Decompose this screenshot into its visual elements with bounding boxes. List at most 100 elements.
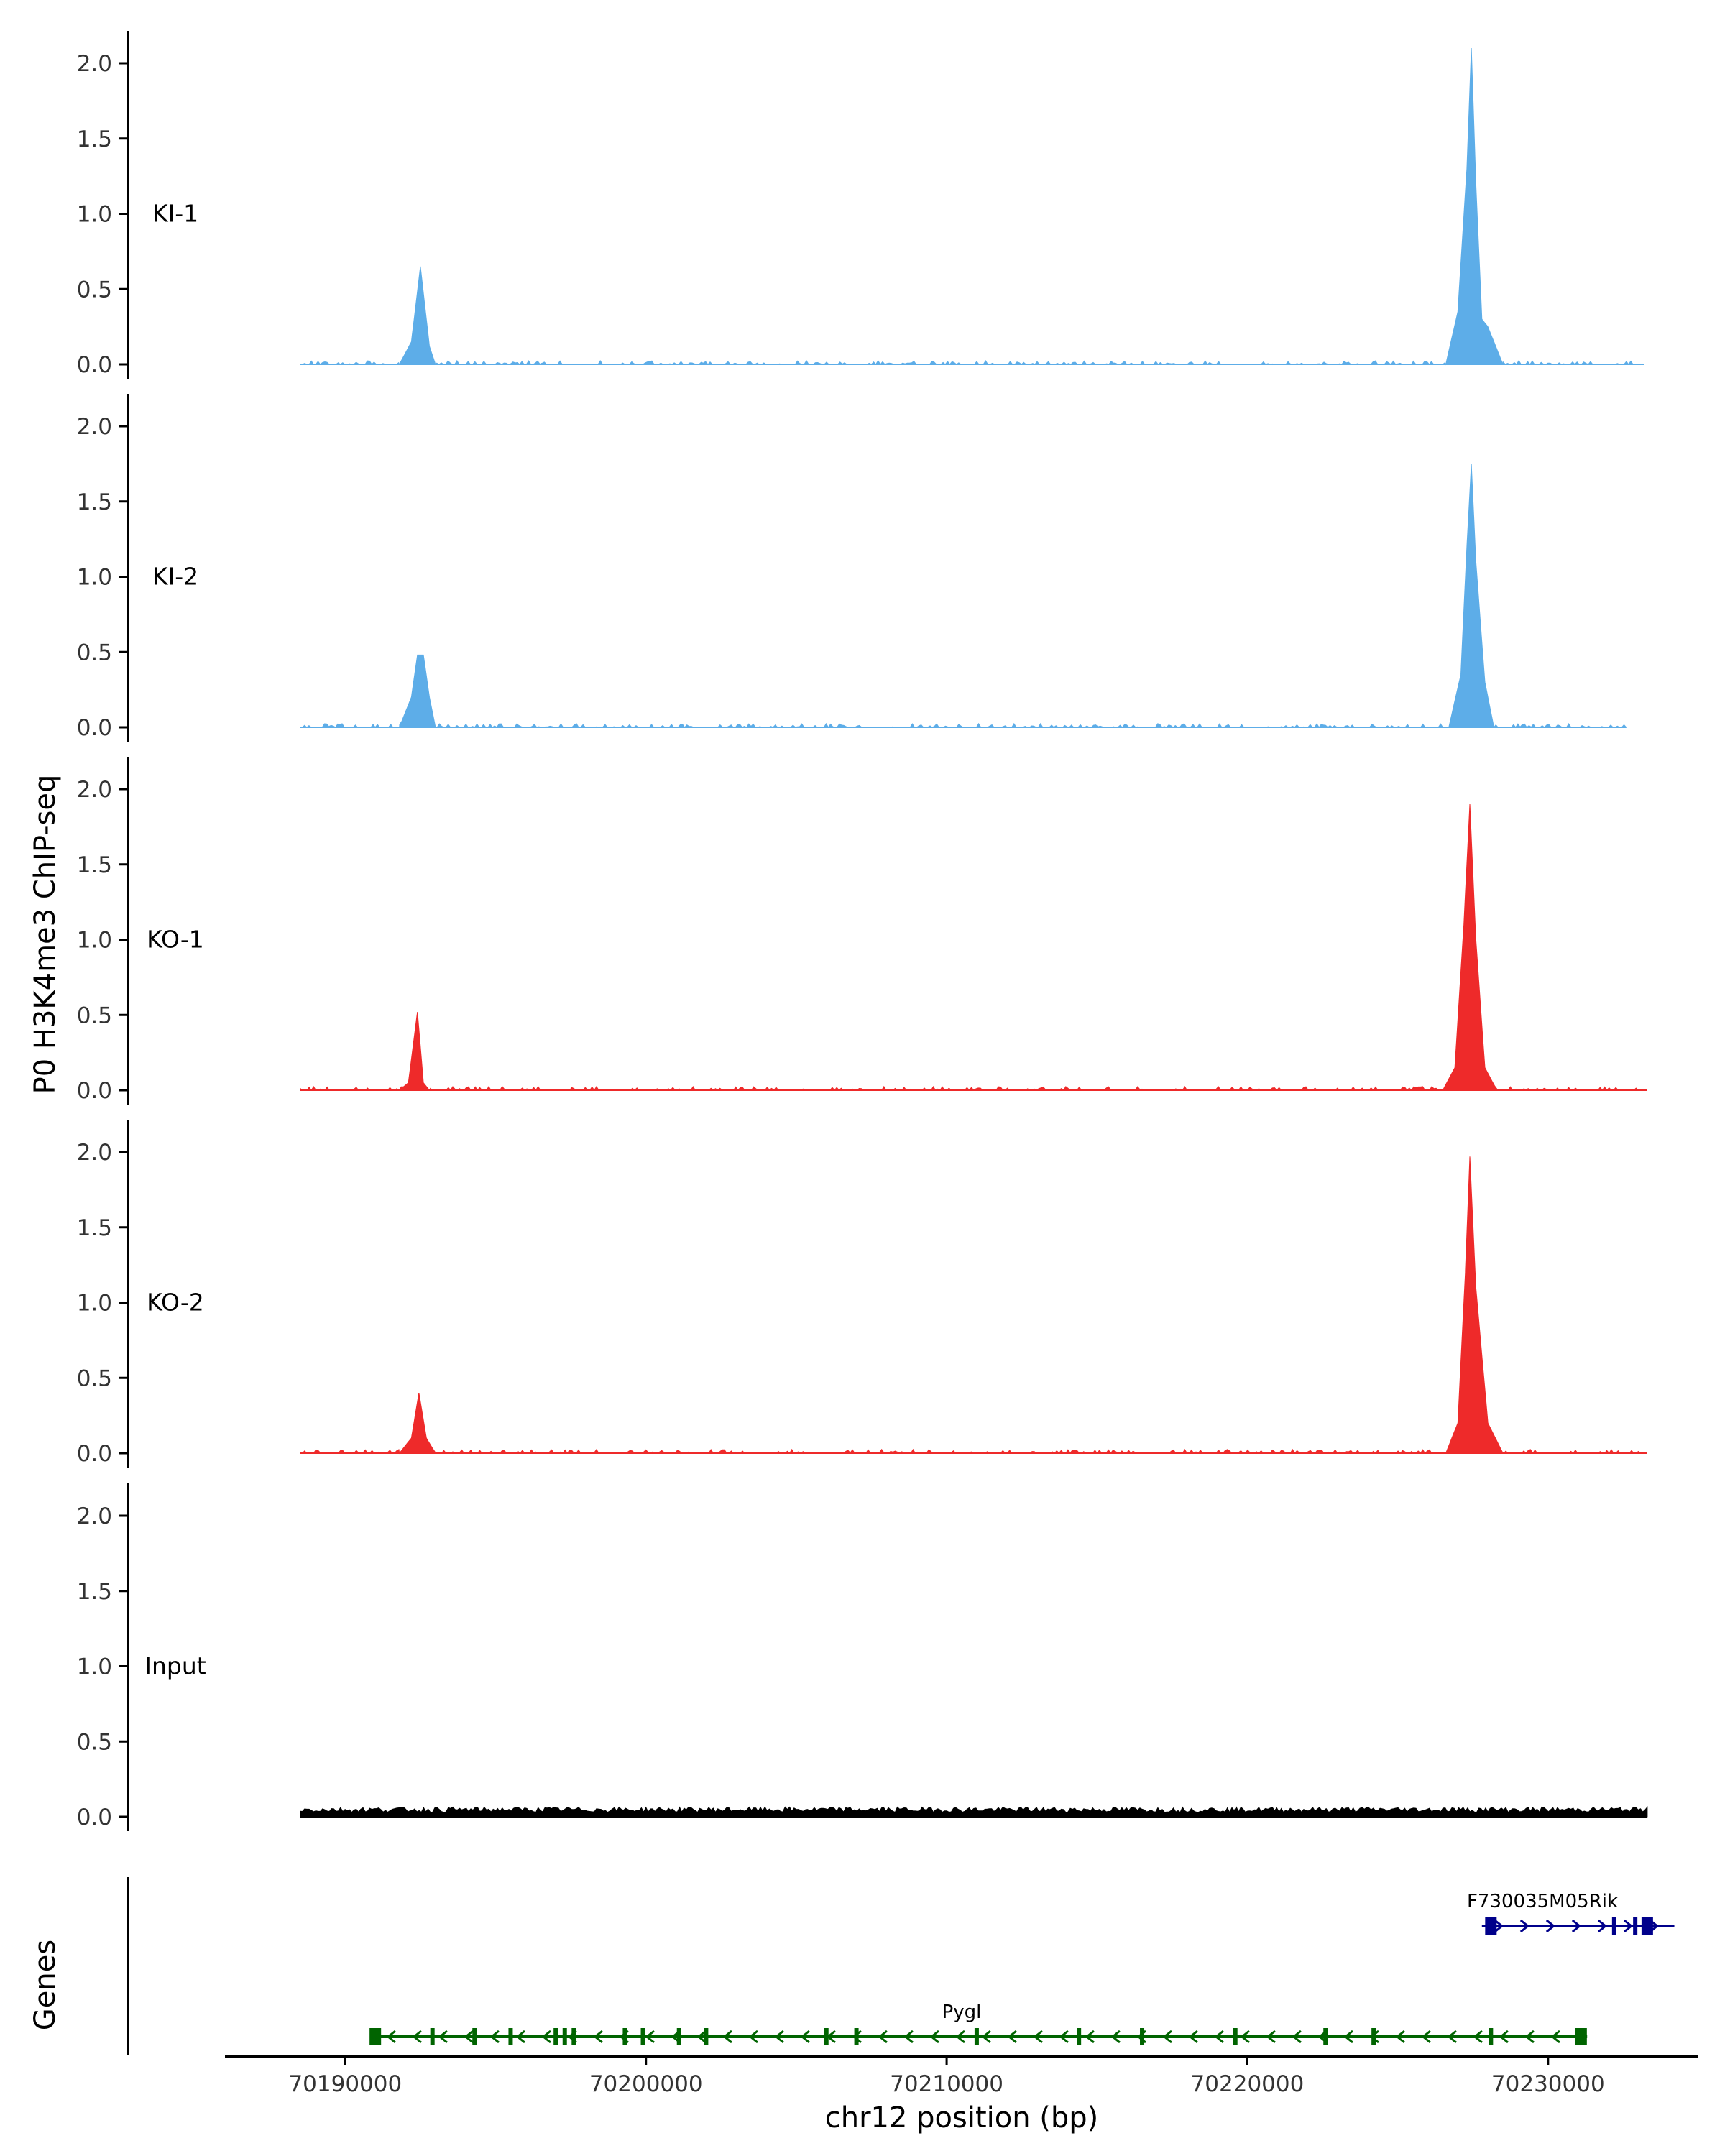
exon xyxy=(854,2028,859,2045)
y-tick-label: 0.0 xyxy=(77,1805,112,1830)
strand-arrow xyxy=(593,2030,603,2044)
exon xyxy=(571,2028,576,2045)
strand-arrow xyxy=(1473,2030,1483,2044)
y-tick-label: 2.0 xyxy=(77,414,112,440)
strand-arrow xyxy=(1369,2030,1379,2044)
exon xyxy=(430,2028,435,2045)
strand-arrow xyxy=(1499,2030,1509,2044)
strand-arrow xyxy=(722,2030,732,2044)
y-tick-label: 1.5 xyxy=(77,126,112,152)
y-tick-label: 1.0 xyxy=(77,1291,112,1317)
signal-area xyxy=(300,1156,1647,1455)
strand-arrow xyxy=(1524,2030,1535,2044)
strand-arrow xyxy=(1421,2030,1431,2044)
strand-arrow xyxy=(464,2030,474,2044)
strand-arrow xyxy=(1550,2030,1560,2044)
gene-label: Pygl xyxy=(942,2001,982,2023)
strand-arrow xyxy=(438,2030,448,2044)
exon xyxy=(369,2028,382,2045)
strand-arrow xyxy=(1343,2030,1353,2044)
strand-arrow xyxy=(1110,2030,1121,2044)
track-ki-1: 0.0 0.5 1.0 1.5 2.0 KI-1 xyxy=(77,31,1644,379)
strand-arrow xyxy=(696,2030,707,2044)
signal-area xyxy=(300,803,1647,1091)
x-tick-label: 70220000 xyxy=(1191,2071,1305,2097)
strand-arrow xyxy=(412,2030,422,2044)
strand-arrow xyxy=(1266,2030,1276,2044)
y-tick-label: 0.5 xyxy=(77,1003,112,1028)
y-tick-label: 1.0 xyxy=(77,928,112,954)
x-tick-label: 70210000 xyxy=(890,2071,1003,2097)
x-tick-label: 70230000 xyxy=(1491,2071,1605,2097)
strand-arrow xyxy=(515,2030,525,2044)
exon xyxy=(676,2028,681,2045)
y-tick-label: 1.5 xyxy=(77,489,112,515)
gene-pygl: Pygl xyxy=(369,2001,1588,2045)
y-tick-label: 2.0 xyxy=(77,51,112,77)
y-tick-label: 0.0 xyxy=(77,1441,112,1467)
strand-arrow xyxy=(1240,2030,1250,2044)
x-tick-label: 70190000 xyxy=(288,2071,402,2097)
y-tick-label: 0.0 xyxy=(77,1078,112,1104)
exon xyxy=(553,2028,558,2045)
exon xyxy=(508,2028,513,2045)
exon xyxy=(640,2028,645,2045)
x-axis-title: chr12 position (bp) xyxy=(825,2101,1099,2134)
exon xyxy=(1485,1917,1497,1935)
strand-arrow xyxy=(1085,2030,1095,2044)
y-tick-label: 0.5 xyxy=(77,640,112,665)
exon xyxy=(1611,1917,1616,1935)
y-tick-label: 2.0 xyxy=(77,777,112,803)
strand-arrow xyxy=(489,2030,500,2044)
y-tick-label: 0.0 xyxy=(77,352,112,378)
strand-arrow xyxy=(1545,1919,1556,1933)
track-label: KI-2 xyxy=(152,563,198,591)
strand-arrow xyxy=(1447,2030,1457,2044)
strand-arrow xyxy=(1623,1919,1634,1933)
strand-arrow xyxy=(645,2030,655,2044)
strand-arrow xyxy=(1571,1919,1582,1933)
exon xyxy=(562,2028,567,2045)
strand-arrow xyxy=(1494,1919,1504,1933)
strand-arrow xyxy=(1214,2030,1224,2044)
exon xyxy=(1489,2028,1494,2045)
strand-arrow xyxy=(955,2030,965,2044)
exon xyxy=(622,2028,627,2045)
exon xyxy=(1140,2028,1145,2045)
track-ko-2: 0.0 0.5 1.0 1.5 2.0 KO-2 xyxy=(77,1120,1647,1468)
strand-arrow xyxy=(774,2030,784,2044)
strand-arrow xyxy=(386,2030,396,2044)
signal-area xyxy=(300,47,1644,366)
strand-arrow xyxy=(541,2030,551,2044)
exon xyxy=(704,2028,709,2045)
x-tick-label: 70200000 xyxy=(589,2071,703,2097)
y-tick-label: 0.5 xyxy=(77,1729,112,1755)
y-tick-label: 0.5 xyxy=(77,1365,112,1391)
exon xyxy=(1633,1917,1638,1935)
signal-area xyxy=(300,464,1627,729)
y-tick-label: 1.5 xyxy=(77,1579,112,1605)
gene-f730035m05rik: F730035M05Rik xyxy=(1467,1891,1675,1935)
y-tick-label: 1.0 xyxy=(77,202,112,228)
track-ko-1: 0.0 0.5 1.0 1.5 2.0 KO-1 xyxy=(77,757,1647,1105)
track-label: KI-1 xyxy=(152,200,198,228)
y-tick-label: 1.0 xyxy=(77,1654,112,1680)
strand-arrow xyxy=(1292,2030,1302,2044)
track-label: KO-1 xyxy=(147,926,204,954)
exon xyxy=(824,2028,829,2045)
strand-arrow xyxy=(1059,2030,1069,2044)
y-axis-title: P0 H3K4me3 ChIP-seq xyxy=(29,775,62,1095)
y-tick-label: 0.0 xyxy=(77,715,112,741)
y-tick-label: 1.5 xyxy=(77,852,112,878)
exon xyxy=(974,2028,979,2045)
strand-arrow xyxy=(1007,2030,1017,2044)
track-label: KO-2 xyxy=(147,1289,204,1317)
track-label: Input xyxy=(144,1652,206,1680)
strand-arrow xyxy=(1188,2030,1198,2044)
y-tick-label: 1.0 xyxy=(77,565,112,591)
exon xyxy=(1641,1917,1653,1935)
y-tick-label: 2.0 xyxy=(77,1503,112,1529)
track-input: 0.0 0.5 1.0 1.5 2.0 Input xyxy=(77,1483,1648,1831)
strand-arrow xyxy=(748,2030,758,2044)
